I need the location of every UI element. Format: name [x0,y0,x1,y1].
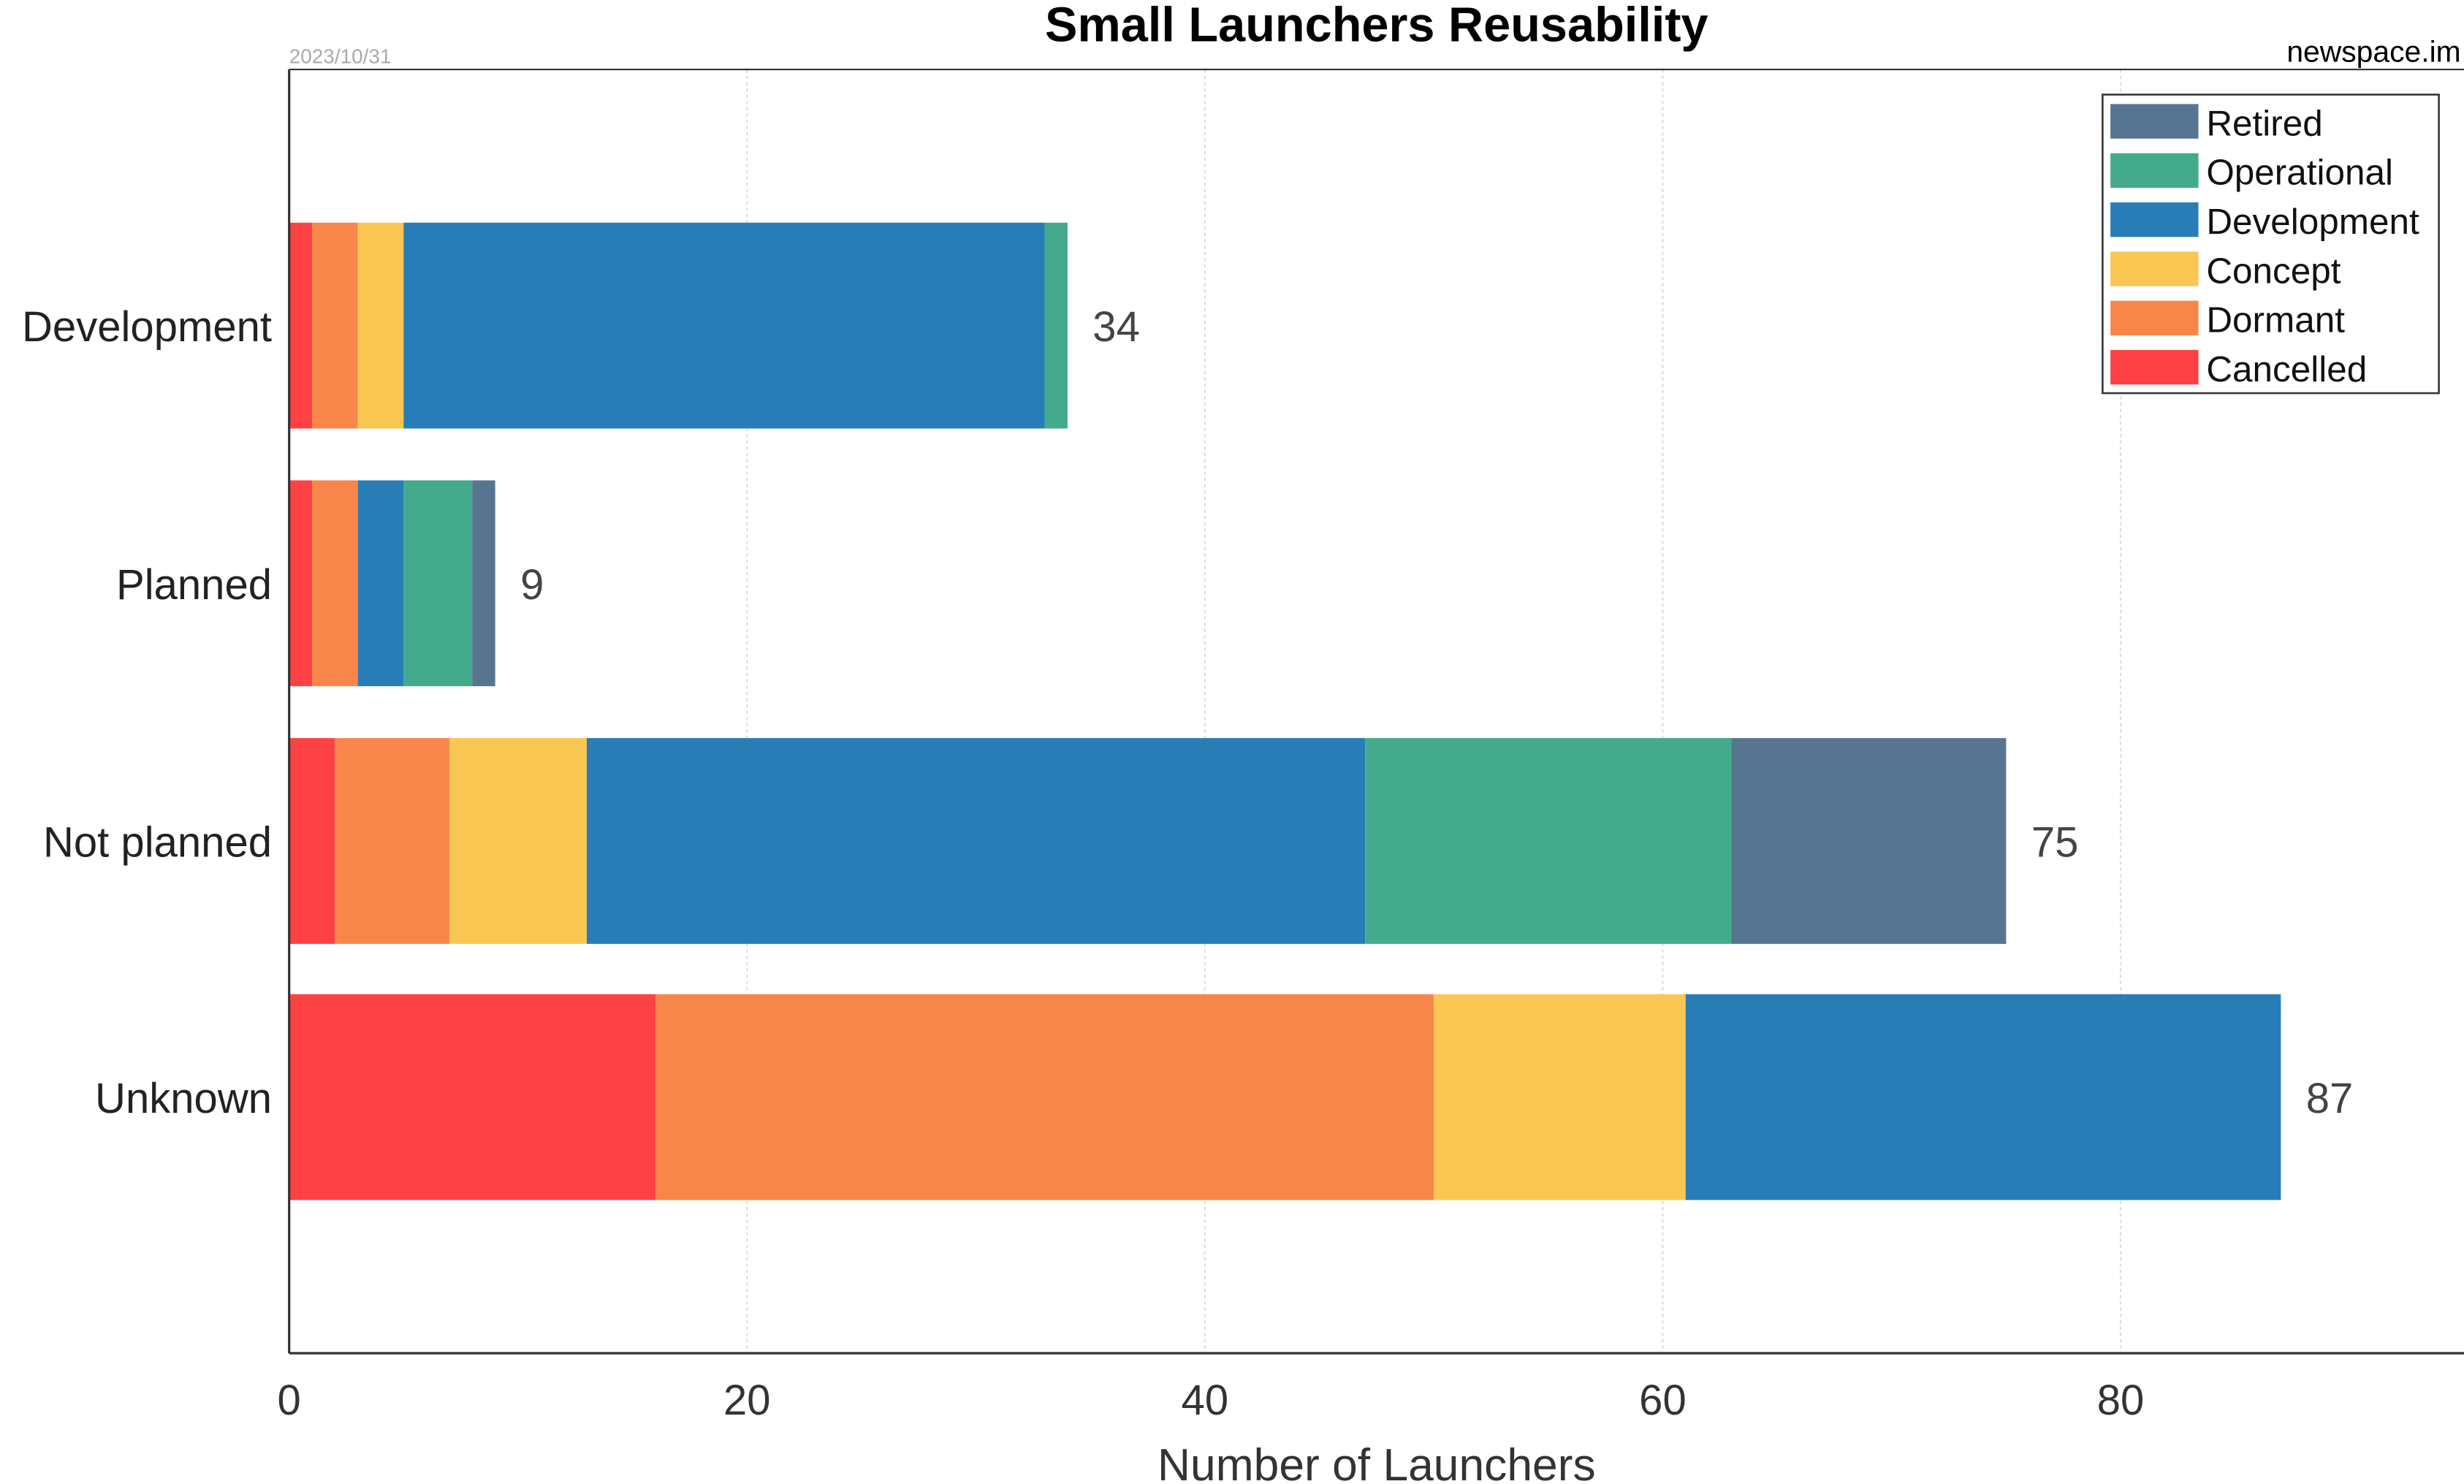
bar-segment-dormant [655,994,1434,1200]
legend-label: Dormant [2206,300,2345,340]
x-tick-label: 40 [1182,1377,1229,1424]
bar-segment-cancelled [289,994,655,1200]
bar-segment-operational [403,480,473,687]
legend-swatch [2110,349,2199,385]
total-label: 9 [520,561,544,609]
y-tick-label: Not planned [43,818,272,866]
source-label: newspace.im [2286,34,2460,68]
y-tick-label: Unknown [95,1075,272,1122]
bar-segment-development [1685,994,2281,1200]
bar-segment-concept [449,738,587,944]
bar-segment-cancelled [289,222,313,429]
x-tick-label: 60 [1639,1377,1687,1424]
legend-label: Development [2206,202,2419,242]
y-tick-label: Planned [116,561,272,609]
legend-swatch [2110,202,2199,237]
bar-segment-retired [472,480,495,687]
bar-segment-dormant [312,222,358,429]
bar-segment-concept [1434,994,1686,1200]
x-tick-label: 20 [723,1377,771,1424]
bar-segment-development [586,738,1366,944]
legend-label: Cancelled [2206,349,2367,389]
chart-title: Small Launchers Reusability [1045,0,1708,52]
bar-segment-concept [357,222,404,429]
legend-swatch [2110,104,2199,139]
bar-segment-retired [1731,738,2007,944]
legend-box [2102,94,2440,395]
legend: Retired Operational Development Concept Dorm… [2102,94,2440,395]
total-label: 87 [2306,1075,2354,1122]
date-label: 2023/10/31 [289,45,392,67]
bar-segment-development [403,222,1045,429]
legend-swatch [2110,251,2199,286]
bar-segment-operational [1365,738,1732,944]
total-label: 34 [1092,303,1140,351]
bar-segment-cancelled [289,738,335,944]
bar-segment-dormant [312,480,358,687]
x-tick-label: 0 [278,1377,301,1424]
x-tick-label: 80 [2097,1377,2145,1424]
bar-segment-operational [1044,222,1068,429]
bar-segment-development [357,480,404,687]
legend-swatch [2110,153,2199,189]
legend-swatch [2110,300,2199,335]
legend-label: Retired [2206,103,2322,143]
x-axis-label: Number of Launchers [1157,1440,1596,1484]
bar-segment-dormant [335,738,450,944]
bar-segment-cancelled [289,480,313,687]
legend-label: Operational [2206,153,2393,193]
y-tick-label: Development [22,303,272,351]
total-label: 75 [2031,818,2079,866]
legend-label: Concept [2206,251,2341,291]
